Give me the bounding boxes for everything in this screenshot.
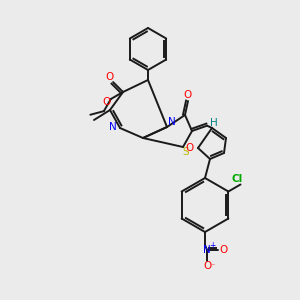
Text: O: O xyxy=(219,245,227,255)
Text: O: O xyxy=(105,72,113,82)
Text: O: O xyxy=(203,261,211,271)
Text: O: O xyxy=(184,90,192,100)
Text: +: + xyxy=(209,241,215,250)
Text: N: N xyxy=(109,122,117,132)
Text: Cl: Cl xyxy=(232,173,243,184)
Text: ⁻: ⁻ xyxy=(211,262,215,271)
Text: S: S xyxy=(183,147,189,157)
Text: N: N xyxy=(168,117,176,127)
Text: O: O xyxy=(103,97,111,107)
Text: H: H xyxy=(210,118,218,128)
Text: O: O xyxy=(186,143,194,153)
Text: N: N xyxy=(203,245,211,255)
